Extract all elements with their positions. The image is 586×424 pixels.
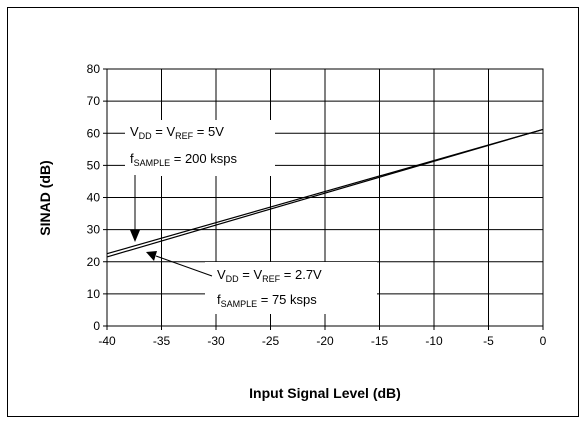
y-tick-labels: 0 10 20 30 40 50 60 70 80	[87, 62, 107, 333]
x-tick-label: -15	[371, 334, 389, 348]
annotation-1-bg	[125, 120, 275, 176]
annotation-2-line1: VDD = VREF = 2.7V	[217, 267, 322, 284]
annotation-1-line1: VDD = VREF = 5V	[130, 124, 224, 141]
x-tick-label: -5	[483, 334, 494, 348]
series-lines	[106, 128, 544, 258]
y-axis-title: SINAD (dB)	[37, 160, 53, 235]
annotation-1-line2: fSAMPLE = 200 ksps	[130, 151, 237, 168]
y-tick-label: 40	[87, 191, 101, 205]
x-tick-label: -35	[153, 334, 171, 348]
y-tick-label: 50	[87, 158, 101, 172]
x-tick-label: -25	[262, 334, 280, 348]
annotation-2-line2: fSAMPLE = 75 ksps	[217, 292, 317, 309]
y-tick-label: 80	[87, 62, 101, 76]
annotation-2-bg	[205, 262, 377, 314]
y-tick-label: 10	[87, 287, 101, 301]
y-tick-label: 20	[87, 255, 101, 269]
y-tick-label: 30	[87, 223, 101, 237]
x-tick-label: -20	[316, 334, 334, 348]
y-tick-label: 70	[87, 94, 101, 108]
x-tick-label: -40	[98, 334, 116, 348]
y-tick-label: 60	[87, 126, 101, 140]
annotation-2-arrowhead	[146, 251, 157, 261]
x-tick-label: -10	[425, 334, 443, 348]
x-axis-title: Input Signal Level (dB)	[249, 385, 401, 401]
x-tick-label: 0	[540, 334, 547, 348]
x-tick-labels: -40 -35 -30 -25 -20 -15 -10 -5 0	[98, 326, 547, 348]
y-tick-label: 0	[93, 319, 100, 333]
x-tick-label: -30	[207, 334, 225, 348]
annotation-2-arrow	[155, 255, 213, 277]
annotation-1-arrowhead	[130, 230, 140, 242]
series-line-2	[106, 128, 544, 255]
